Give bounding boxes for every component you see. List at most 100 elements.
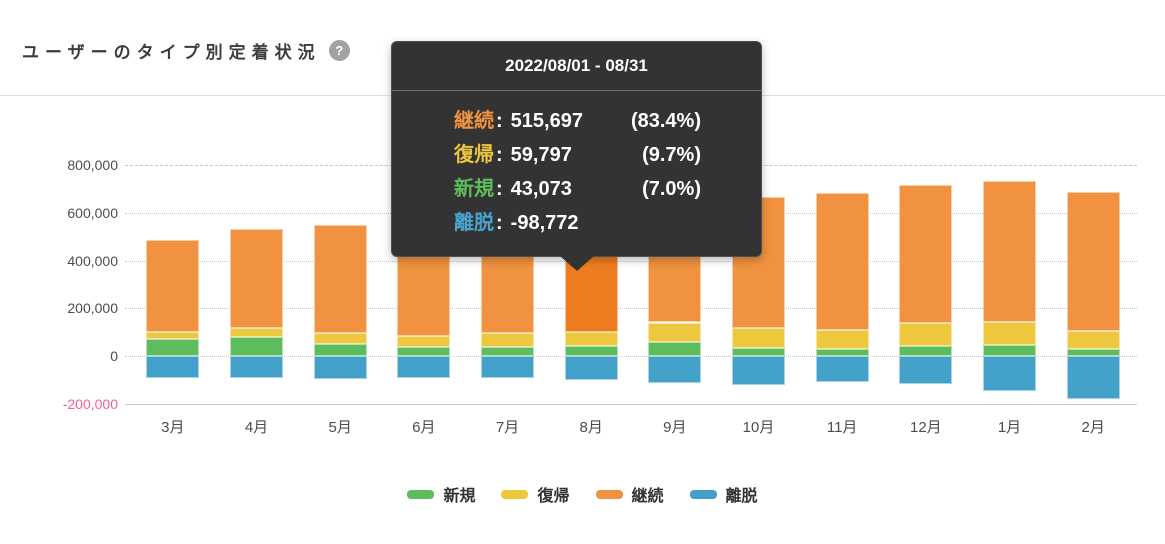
gridline xyxy=(125,308,1137,310)
x-axis-label: 2月 xyxy=(1081,419,1105,436)
x-axis-label: 1月 xyxy=(997,419,1022,436)
tooltip-percent: (9.7%) xyxy=(642,144,701,166)
tooltip-arrow xyxy=(559,256,594,271)
bar-segment[interactable] xyxy=(983,322,1036,346)
gridline xyxy=(125,260,1137,262)
bar-segment[interactable] xyxy=(899,356,953,385)
chart-header: ユーザーのタイプ別定着状況 ? xyxy=(22,38,350,63)
bar-segment[interactable] xyxy=(230,328,283,338)
bar-segment[interactable] xyxy=(1066,192,1120,331)
bar-segment[interactable] xyxy=(146,240,200,333)
help-icon[interactable]: ? xyxy=(328,40,350,61)
tooltip-body: 継続:515,697 (83.4%) 復帰:59,797 (9.7%) 新規:43,07… xyxy=(392,91,761,256)
tooltip-row: 継続:515,697 (83.4%) xyxy=(454,104,701,138)
bar-segment[interactable] xyxy=(230,356,283,379)
bar-segment[interactable] xyxy=(146,332,200,339)
legend-marker xyxy=(501,489,529,499)
legend-label: 復帰 xyxy=(537,488,570,505)
bar-segment[interactable] xyxy=(983,345,1036,357)
tooltip-row: 新規:43,073 (7.0%) xyxy=(454,172,701,206)
gridline xyxy=(125,404,1137,405)
bar-segment[interactable] xyxy=(899,323,953,347)
legend-item-離脱[interactable]: 離脱 xyxy=(689,482,758,506)
bar-segment[interactable] xyxy=(481,346,534,357)
tooltip-value: 43,073 xyxy=(510,178,572,200)
tooltip-series-label: 新規 xyxy=(454,178,494,200)
bar-segment[interactable] xyxy=(648,356,702,383)
y-axis-label: 600,000 xyxy=(67,204,118,221)
tooltip-series-label: 継続 xyxy=(454,110,494,132)
x-axis-label: 8月 xyxy=(579,419,603,436)
bar-segment[interactable] xyxy=(648,322,702,342)
bar-segment[interactable] xyxy=(397,347,451,357)
tooltip-percent: (83.4%) xyxy=(630,110,701,132)
bar-segment[interactable] xyxy=(815,349,869,357)
bar-segment[interactable] xyxy=(481,356,534,379)
x-axis-label: 12月 xyxy=(909,419,942,436)
gridline xyxy=(125,356,1137,358)
x-axis-label: 7月 xyxy=(495,419,520,436)
bar-segment[interactable] xyxy=(397,356,451,379)
x-axis-label: 6月 xyxy=(412,419,436,436)
bar-segment[interactable] xyxy=(146,356,200,379)
bar-segment[interactable] xyxy=(564,345,618,357)
tooltip-value: 515,697 xyxy=(510,110,583,132)
x-axis-label: 10月 xyxy=(742,419,775,436)
tooltip-series-label: 離脱 xyxy=(454,212,494,234)
bar-segment[interactable] xyxy=(564,331,618,346)
legend-item-継続[interactable]: 継続 xyxy=(595,482,664,506)
tooltip-row: 復帰:59,797 (9.7%) xyxy=(454,138,701,172)
bar-segment[interactable] xyxy=(732,356,785,385)
legend-marker xyxy=(689,489,717,499)
bar-segment[interactable] xyxy=(146,338,200,357)
y-axis-label: 800,000 xyxy=(67,157,118,173)
legend-item-復帰[interactable]: 復帰 xyxy=(501,482,570,506)
tooltip-value: 59,797 xyxy=(510,144,572,166)
y-axis-label: 400,000 xyxy=(67,252,118,269)
x-axis-label: 3月 xyxy=(161,419,185,436)
bar-segment[interactable] xyxy=(481,332,534,347)
bar-segment[interactable] xyxy=(815,193,869,331)
bar-segment[interactable] xyxy=(983,356,1036,392)
bar-segment[interactable] xyxy=(983,180,1036,323)
x-axis-label: 4月 xyxy=(244,419,269,436)
bar-segment[interactable] xyxy=(732,348,785,357)
y-axis-label: -200,000 xyxy=(62,396,118,412)
bar-segment[interactable] xyxy=(313,356,367,380)
x-axis-label: 9月 xyxy=(663,419,687,436)
tooltip-series-label: 復帰 xyxy=(454,144,494,166)
bar-segment[interactable] xyxy=(313,344,367,357)
bar-segment[interactable] xyxy=(1066,349,1120,357)
bar-segment[interactable] xyxy=(648,341,702,357)
bar-segment[interactable] xyxy=(815,356,869,382)
tooltip-value: -98,772 xyxy=(510,212,579,234)
chart-legend: 新規 復帰 継続 離脱 xyxy=(0,482,1165,506)
x-axis-label: 5月 xyxy=(328,419,352,436)
bar-segment[interactable] xyxy=(397,335,451,348)
bar-segment[interactable] xyxy=(899,346,953,357)
tooltip-colon: : xyxy=(496,110,503,132)
bar-segment[interactable] xyxy=(1066,330,1120,350)
bar-segment[interactable] xyxy=(564,356,618,380)
bar-segment[interactable] xyxy=(1066,356,1120,399)
tooltip-row: 離脱: -98,772 xyxy=(454,206,701,240)
bar-segment[interactable] xyxy=(313,333,367,345)
bar-segment[interactable] xyxy=(230,229,283,329)
legend-marker xyxy=(407,489,435,499)
bar-segment[interactable] xyxy=(732,328,785,349)
page-title: ユーザーのタイプ別定着状況 xyxy=(22,43,321,62)
bar-segment[interactable] xyxy=(313,225,367,334)
chart-tooltip: 2022/08/01 - 08/31 継続:515,697 (83.4%) 復帰:5… xyxy=(391,41,762,271)
legend-marker xyxy=(595,489,623,499)
bar-segment[interactable] xyxy=(815,330,869,350)
y-axis-label: 0 xyxy=(110,348,118,365)
legend-label: 離脱 xyxy=(725,488,758,505)
legend-label: 継続 xyxy=(631,488,664,505)
legend-item-新規[interactable]: 新規 xyxy=(407,482,475,506)
tooltip-date-range: 2022/08/01 - 08/31 xyxy=(392,42,761,91)
bar-segment[interactable] xyxy=(899,184,953,324)
tooltip-colon: : xyxy=(496,178,503,200)
y-axis-label: 200,000 xyxy=(67,300,118,317)
bar-segment[interactable] xyxy=(230,337,283,357)
